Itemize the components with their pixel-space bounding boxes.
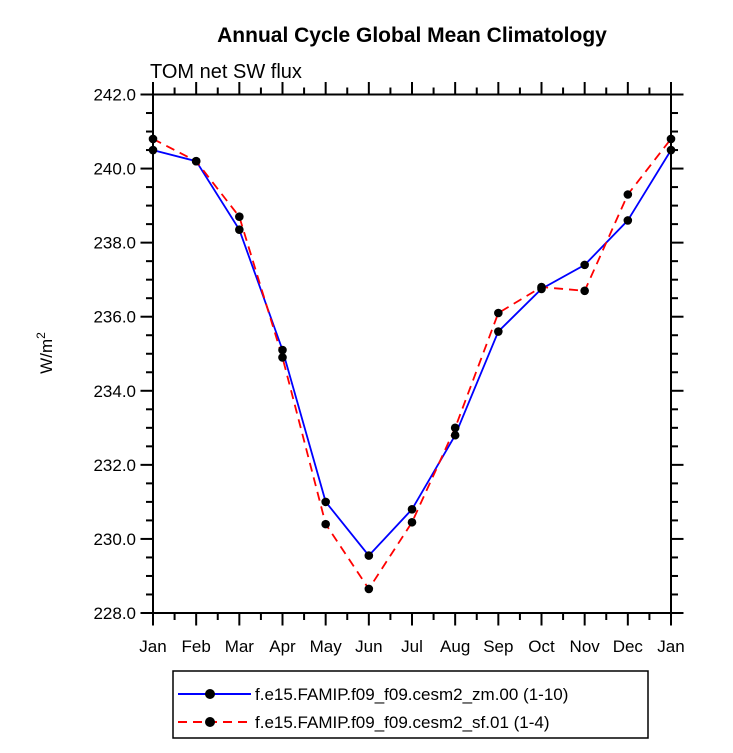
legend-marker-dot	[205, 717, 215, 727]
data-point-series-0	[235, 225, 244, 234]
legend-box	[172, 670, 649, 739]
x-tick-label: Jan	[657, 637, 684, 656]
axis-tick-labels: Jan Feb Mar Apr May Jun Jul Aug Sep Oct Nov Dec Jan2…	[93, 86, 684, 657]
plot-frame	[152, 93, 672, 614]
legend-marker-dot	[205, 689, 215, 699]
y-tick-label: 242.0	[93, 86, 136, 105]
legend-label-series-0: f.e15.FAMIP.f09_f09.cesm2_zm.00 (1-10)	[255, 685, 568, 704]
x-tick-label: Oct	[528, 637, 555, 656]
data-point-series-1	[450, 423, 460, 433]
data-point-series-1	[278, 353, 287, 362]
y-axis-title-exponent: 2	[34, 332, 48, 339]
marker-layer	[148, 134, 676, 594]
data-point-series-1	[235, 212, 244, 222]
x-tick-label: Dec	[613, 637, 644, 656]
x-tick-label: Jun	[355, 637, 382, 656]
x-tick-label: Aug	[440, 637, 470, 656]
y-tick-label: 238.0	[93, 234, 136, 253]
chart-title: Annual Cycle Global Mean Climatology	[217, 24, 607, 47]
legend-label-series-1: f.e15.FAMIP.f09_f09.cesm2_sf.01 (1-4)	[255, 713, 550, 732]
series-line-0	[152, 149, 672, 557]
x-tick-label: May	[310, 637, 343, 656]
y-tick-label: 240.0	[93, 160, 136, 179]
data-point-series-1	[537, 282, 546, 292]
data-point-series-0	[450, 430, 460, 440]
data-point-series-0	[623, 216, 633, 225]
data-point-series-1	[623, 190, 633, 199]
axis-ticks	[140, 82, 684, 626]
data-point-series-1	[407, 517, 417, 527]
x-tick-label: Mar	[225, 637, 255, 656]
y-axis-title: W/m2	[34, 332, 56, 374]
y-tick-label: 234.0	[93, 382, 136, 401]
legend: f.e15.FAMIP.f09_f09.cesm2_zm.00 (1-10) f…	[172, 670, 649, 739]
data-point-series-1	[364, 584, 374, 594]
data-point-series-1	[580, 286, 589, 296]
x-tick-label: Jul	[401, 637, 423, 656]
data-point-series-1	[321, 519, 330, 529]
y-tick-label: 232.0	[93, 456, 136, 475]
data-point-series-0	[364, 551, 374, 560]
legend-entry-series-0: f.e15.FAMIP.f09_f09.cesm2_zm.00 (1-10)	[178, 685, 568, 704]
data-point-series-0	[580, 260, 589, 270]
x-tick-label: Nov	[570, 637, 601, 656]
y-tick-label: 230.0	[93, 530, 136, 549]
data-point-series-0	[278, 345, 287, 355]
y-tick-label: 228.0	[93, 604, 136, 623]
x-tick-label: Apr	[269, 637, 296, 656]
x-tick-label: Sep	[483, 637, 513, 656]
data-point-series-0	[494, 327, 503, 336]
legend-entry-series-1: f.e15.FAMIP.f09_f09.cesm2_sf.01 (1-4)	[178, 713, 550, 732]
y-axis-title-unit: W/m	[37, 339, 56, 374]
data-point-series-1	[191, 156, 201, 166]
chart-subtitle: TOM net SW flux	[150, 61, 302, 83]
x-tick-label: Feb	[182, 637, 211, 656]
data-point-series-1	[494, 308, 503, 318]
x-tick-label: Jan	[139, 637, 166, 656]
data-point-series-0	[407, 505, 417, 514]
y-tick-label: 236.0	[93, 308, 136, 327]
data-point-series-0	[321, 497, 330, 507]
